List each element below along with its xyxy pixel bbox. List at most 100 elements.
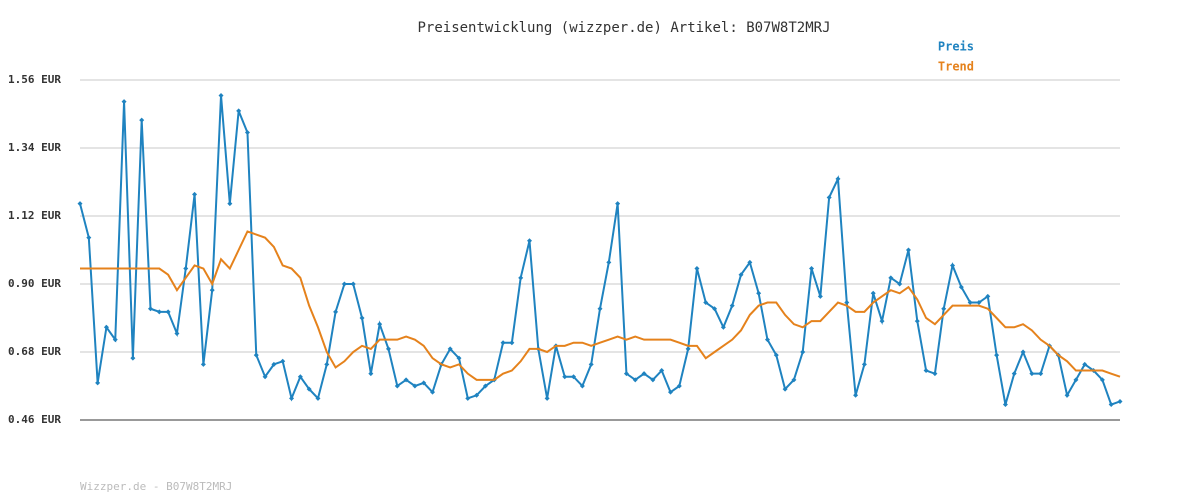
legend-label: Preis bbox=[938, 40, 974, 54]
point-marker bbox=[165, 309, 171, 315]
point-marker bbox=[412, 383, 418, 389]
point-marker bbox=[923, 368, 929, 374]
point-marker bbox=[703, 300, 709, 306]
point-marker bbox=[676, 383, 682, 389]
point-marker bbox=[809, 266, 815, 272]
point-marker bbox=[571, 374, 577, 380]
point-marker bbox=[359, 315, 365, 321]
point-marker bbox=[659, 368, 665, 374]
point-marker bbox=[112, 337, 118, 343]
point-marker bbox=[77, 201, 83, 207]
point-marker bbox=[200, 361, 206, 367]
point-marker bbox=[544, 395, 550, 401]
point-marker bbox=[244, 130, 250, 136]
point-marker bbox=[253, 352, 259, 358]
y-tick-label: 0.90 EUR bbox=[8, 277, 61, 290]
point-marker bbox=[897, 281, 903, 287]
point-marker bbox=[632, 377, 638, 383]
point-marker bbox=[465, 395, 471, 401]
point-marker bbox=[623, 371, 629, 377]
point-marker bbox=[280, 358, 286, 364]
point-marker bbox=[271, 361, 277, 367]
point-marker bbox=[562, 374, 568, 380]
point-marker bbox=[888, 275, 894, 281]
point-marker bbox=[985, 293, 991, 299]
point-marker bbox=[879, 318, 885, 324]
point-marker bbox=[192, 191, 198, 197]
point-marker bbox=[1082, 361, 1088, 367]
chart-title: Preisentwicklung (wizzper.de) Artikel: B… bbox=[417, 20, 830, 36]
point-marker bbox=[121, 99, 127, 105]
series-line bbox=[79, 95, 1121, 406]
y-tick-label: 1.12 EUR bbox=[8, 209, 61, 222]
point-marker bbox=[447, 346, 453, 352]
point-marker bbox=[712, 306, 718, 312]
point-marker bbox=[148, 306, 154, 312]
point-marker bbox=[729, 303, 735, 309]
point-marker bbox=[782, 386, 788, 392]
point-marker bbox=[209, 287, 215, 293]
point-marker bbox=[606, 259, 612, 265]
point-marker bbox=[668, 389, 674, 395]
point-marker bbox=[236, 108, 242, 114]
point-marker bbox=[764, 337, 770, 343]
point-marker bbox=[430, 389, 436, 395]
point-marker bbox=[509, 340, 515, 346]
point-marker bbox=[1099, 377, 1105, 383]
point-marker bbox=[518, 275, 524, 281]
point-marker bbox=[1011, 371, 1017, 377]
point-marker bbox=[368, 371, 374, 377]
point-marker bbox=[597, 306, 603, 312]
point-marker bbox=[685, 346, 691, 352]
point-marker bbox=[861, 361, 867, 367]
point-marker bbox=[773, 352, 779, 358]
point-marker bbox=[1002, 402, 1008, 408]
point-marker bbox=[526, 238, 532, 244]
point-marker bbox=[289, 395, 295, 401]
point-marker bbox=[1020, 349, 1026, 355]
point-marker bbox=[720, 324, 726, 330]
point-marker bbox=[227, 201, 233, 207]
point-marker bbox=[421, 380, 427, 386]
point-marker bbox=[341, 281, 347, 287]
point-marker bbox=[1108, 402, 1114, 408]
point-marker bbox=[297, 374, 303, 380]
point-marker bbox=[1038, 371, 1044, 377]
point-marker bbox=[306, 386, 312, 392]
point-marker bbox=[95, 380, 101, 386]
point-marker bbox=[588, 361, 594, 367]
point-marker bbox=[914, 318, 920, 324]
point-marker bbox=[394, 383, 400, 389]
point-marker bbox=[262, 374, 268, 380]
point-marker bbox=[615, 201, 621, 207]
point-marker bbox=[747, 259, 753, 265]
point-marker bbox=[130, 355, 136, 361]
point-marker bbox=[738, 272, 744, 278]
point-marker bbox=[756, 290, 762, 296]
point-marker bbox=[853, 392, 859, 398]
point-marker bbox=[482, 383, 488, 389]
point-marker bbox=[1073, 377, 1079, 383]
point-marker bbox=[1064, 392, 1070, 398]
point-marker bbox=[835, 176, 841, 182]
point-marker bbox=[103, 324, 109, 330]
point-marker bbox=[218, 92, 224, 98]
point-marker bbox=[694, 266, 700, 272]
point-marker bbox=[324, 361, 330, 367]
point-marker bbox=[1117, 398, 1123, 404]
point-marker bbox=[870, 290, 876, 296]
point-marker bbox=[139, 117, 145, 123]
point-marker bbox=[994, 352, 1000, 358]
y-tick-label: 1.56 EUR bbox=[8, 73, 61, 86]
point-marker bbox=[333, 309, 339, 315]
point-marker bbox=[641, 371, 647, 377]
point-marker bbox=[315, 395, 321, 401]
point-marker bbox=[403, 377, 409, 383]
point-marker bbox=[800, 349, 806, 355]
series-line bbox=[80, 230, 1121, 381]
point-marker bbox=[932, 371, 938, 377]
point-marker bbox=[967, 300, 973, 306]
legend-label: Trend bbox=[938, 60, 974, 74]
y-tick-label: 0.46 EUR bbox=[8, 413, 61, 426]
